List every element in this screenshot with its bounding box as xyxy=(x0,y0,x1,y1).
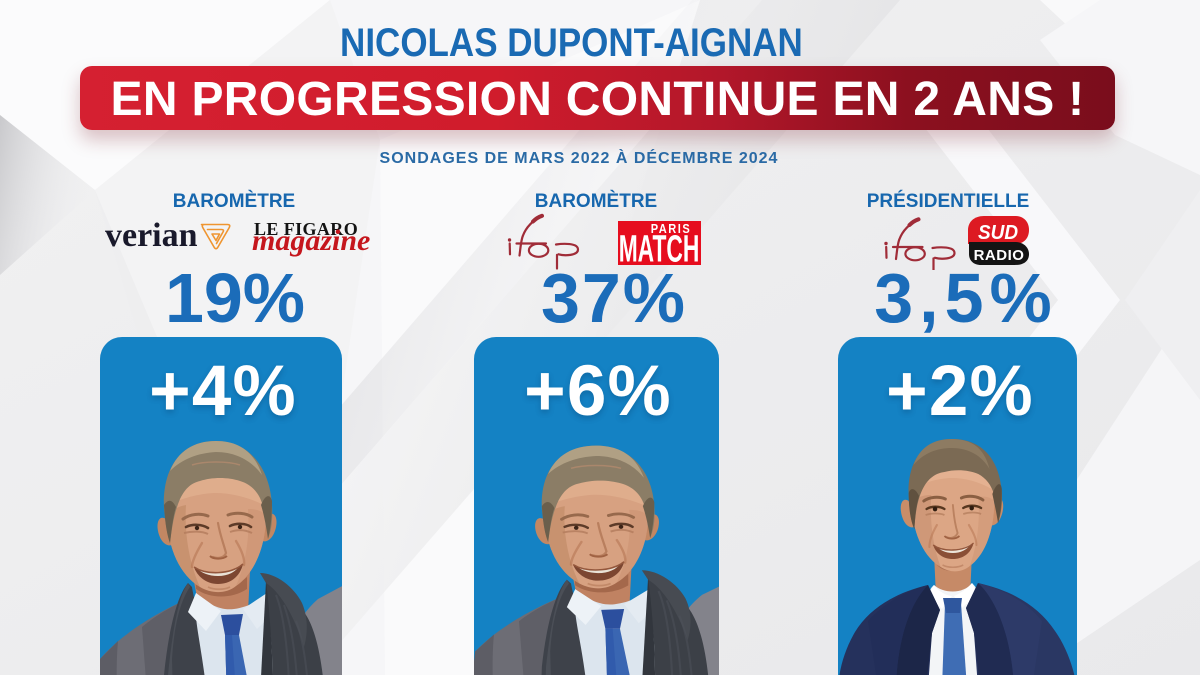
svg-text:SUD: SUD xyxy=(978,222,1018,245)
svg-text:verian: verian xyxy=(105,217,198,254)
svg-text:RADIO: RADIO xyxy=(974,247,1025,264)
svg-text:PARIS: PARIS xyxy=(651,221,692,236)
svg-text:magazine: magazine xyxy=(252,224,370,257)
svg-text:LE FIGARO: LE FIGARO xyxy=(254,219,358,239)
svg-text:MATCH: MATCH xyxy=(619,228,700,270)
